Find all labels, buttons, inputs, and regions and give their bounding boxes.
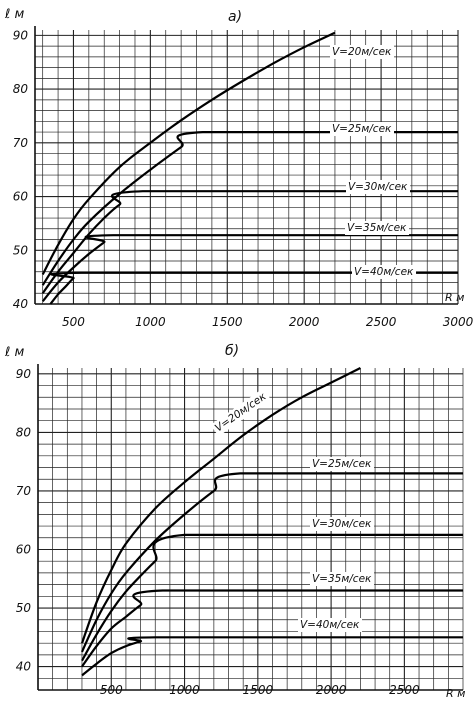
x-tick-label: 2500 <box>389 683 420 697</box>
chart-panel-b: б) ℓ м R м 40 50 60 70 80 90 500 1000 1500 2000 2… <box>4 343 465 700</box>
y-axis-label: ℓ м <box>4 345 25 360</box>
y-tick-labels: 40 50 60 70 80 90 <box>13 28 29 311</box>
x-tick-label: 3000 <box>443 315 474 329</box>
y-tick-label: 50 <box>13 243 29 257</box>
series-label-background <box>310 517 375 531</box>
series-label: V=25м/сек <box>332 123 392 135</box>
x-tick-label: 500 <box>62 315 85 329</box>
series-label-background <box>310 457 375 471</box>
series-labels: V=20м/сек V=25м/сек V=30м/сек V=35м/сек V=40… <box>210 388 375 632</box>
series-label: V=40м/сек <box>354 266 414 278</box>
y-tick-label: 40 <box>13 297 29 311</box>
series-label: V=20м/сек <box>213 390 269 434</box>
series-line <box>49 271 458 305</box>
y-axis-label: ℓ м <box>4 7 25 22</box>
axes <box>34 26 458 305</box>
grid <box>35 30 459 305</box>
x-tick-labels: 500 1000 1500 2000 2500 3000 <box>62 315 474 329</box>
x-tick-label: 500 <box>100 683 123 697</box>
series-label: V=30м/сек <box>348 181 408 193</box>
x-tick-label: 2500 <box>366 315 397 329</box>
x-tick-label: 1500 <box>243 683 274 697</box>
series-lines <box>41 31 458 305</box>
series-line <box>81 636 463 677</box>
y-tick-label: 70 <box>16 484 32 498</box>
y-tick-label: 90 <box>16 367 32 381</box>
chart-panel-a: а) ℓ м R м 40 50 60 70 80 90 500 1000 1500 2000 2… <box>4 7 474 329</box>
y-tick-label: 90 <box>13 28 29 42</box>
series-label-background <box>345 221 410 235</box>
series-labels: V=20м/сек V=25м/сек V=30м/сек V=35м/сек V=40… <box>330 45 417 279</box>
panel-label: а) <box>228 9 242 25</box>
series-label-background <box>346 180 411 194</box>
y-tick-label: 80 <box>16 425 32 439</box>
x-axis-label: R м <box>446 687 465 700</box>
series-line <box>41 131 458 286</box>
x-tick-label: 1000 <box>169 683 200 697</box>
axes <box>37 364 463 691</box>
y-tick-label: 60 <box>13 190 29 204</box>
series-lines <box>80 367 463 677</box>
x-tick-label: 1000 <box>135 315 166 329</box>
y-tick-label: 70 <box>13 136 29 150</box>
series-label-background <box>330 45 395 59</box>
x-tick-label: 1500 <box>212 315 243 329</box>
y-tick-labels: 40 50 60 70 80 90 <box>16 367 32 674</box>
y-tick-label: 80 <box>13 82 29 96</box>
series-label-background <box>210 388 272 437</box>
series-label-background <box>330 122 395 136</box>
series-label: V=35м/сек <box>312 573 372 585</box>
grid <box>37 368 464 691</box>
series-line <box>81 589 463 668</box>
x-axis-label: R м <box>445 291 464 304</box>
series-label-background <box>310 572 375 586</box>
series-line <box>81 533 463 662</box>
series-label-background <box>352 265 417 279</box>
series-line <box>80 472 463 653</box>
series-label: V=40м/сек <box>300 619 360 631</box>
x-tick-label: 2000 <box>316 683 347 697</box>
y-tick-label: 60 <box>16 542 32 556</box>
series-label: V=35м/сек <box>347 222 407 234</box>
series-label-background <box>298 618 363 632</box>
x-tick-labels: 500 1000 1500 2000 2500 <box>100 683 420 697</box>
panel-label: б) <box>225 343 239 359</box>
series-line <box>41 190 458 294</box>
series-label: V=25м/сек <box>312 458 372 470</box>
y-tick-label: 40 <box>16 660 32 674</box>
series-line <box>41 234 458 303</box>
series-line <box>80 367 361 644</box>
series-label: V=20м/сек <box>332 46 392 58</box>
series-line <box>41 31 336 276</box>
series-label: V=30м/сек <box>312 518 372 530</box>
y-tick-label: 50 <box>16 601 32 615</box>
x-tick-label: 2000 <box>289 315 320 329</box>
